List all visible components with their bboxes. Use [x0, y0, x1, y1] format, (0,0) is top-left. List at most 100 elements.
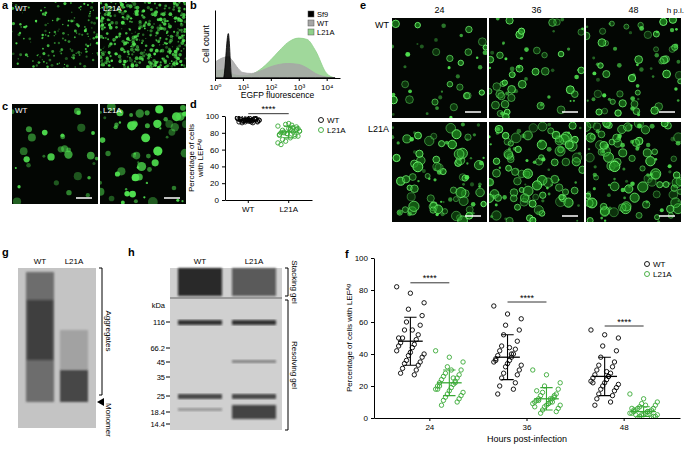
cell [470, 157, 472, 159]
cell [46, 62, 48, 64]
axis-line [374, 259, 375, 419]
cell [489, 135, 491, 138]
figure: abcdefghWTL21AWTL21A243648h p.i.WTL21AWT… [0, 0, 685, 449]
cell [644, 31, 651, 38]
data-point [412, 373, 416, 377]
marker-label: 35 [157, 373, 165, 382]
cell [489, 88, 492, 94]
micrograph: WT [11, 1, 99, 68]
cell [147, 22, 151, 26]
cell [171, 60, 173, 62]
cell [66, 65, 69, 68]
cell [178, 9, 181, 12]
cell [613, 178, 616, 181]
gel-band [178, 408, 222, 411]
cell [47, 23, 48, 24]
cell [153, 120, 161, 128]
cell [70, 2, 72, 4]
cell [102, 48, 103, 49]
cell [131, 62, 134, 65]
cell [81, 34, 83, 36]
cell [182, 120, 186, 128]
mean-line [495, 357, 520, 358]
micrograph [485, 122, 586, 224]
cell [168, 12, 172, 16]
cell [506, 217, 513, 222]
cell [146, 182, 148, 184]
cell [490, 143, 492, 145]
cell [90, 11, 91, 12]
cell [114, 14, 117, 17]
cell [180, 23, 184, 27]
cell [489, 178, 494, 186]
cell [565, 141, 573, 149]
cell [409, 174, 416, 181]
data-point [396, 336, 400, 340]
cell [652, 149, 658, 155]
cell [149, 34, 151, 36]
gel-band [178, 268, 222, 296]
cell [149, 65, 152, 68]
cell [15, 42, 17, 44]
cell [409, 137, 414, 142]
cell [518, 28, 524, 34]
cell [132, 35, 136, 39]
panel-label: d [190, 98, 197, 110]
cell [127, 66, 129, 68]
cell [182, 39, 186, 43]
cell [402, 81, 409, 88]
cell [49, 32, 51, 34]
lane-label: WT [194, 257, 207, 266]
cell [514, 89, 518, 93]
cell [166, 136, 169, 139]
cell [593, 123, 601, 131]
cell [172, 8, 175, 11]
cell [83, 65, 86, 68]
cell [158, 39, 161, 42]
cell [180, 23, 182, 25]
cell [138, 25, 141, 28]
cell [44, 11, 47, 14]
cell [108, 23, 111, 26]
cell [167, 35, 168, 36]
cell [19, 53, 22, 56]
data-point [630, 406, 634, 410]
tick-mark [371, 418, 374, 419]
cell [629, 155, 635, 161]
tick-mark [527, 418, 528, 421]
marker-label: 14.4 [150, 420, 165, 429]
cell [92, 59, 95, 62]
tick-mark [288, 200, 289, 203]
cell [107, 18, 110, 21]
gel-band [178, 320, 222, 325]
tick-mark [371, 322, 374, 323]
cell [100, 111, 102, 114]
cell [129, 113, 133, 117]
cell [110, 21, 113, 24]
cell [156, 39, 158, 41]
cell [127, 60, 128, 61]
cell [133, 43, 136, 46]
tick: 10⁴ [321, 78, 334, 92]
cell [39, 56, 40, 57]
cell [426, 112, 429, 115]
cell [481, 201, 486, 206]
cell [184, 67, 186, 68]
cell [115, 21, 119, 25]
marker-tick [166, 348, 170, 349]
tick: WT [242, 200, 255, 214]
cell [125, 188, 127, 190]
row-label: L21A [368, 124, 389, 134]
scale-bar [562, 215, 578, 217]
cell [600, 217, 603, 220]
cell [57, 30, 58, 31]
cell [624, 24, 629, 29]
cell [478, 65, 482, 69]
cell [433, 48, 440, 55]
tick-mark [327, 78, 328, 81]
cell [88, 36, 89, 37]
cell [139, 39, 140, 40]
cell [165, 65, 168, 68]
cell [168, 7, 170, 9]
cell [145, 44, 148, 47]
